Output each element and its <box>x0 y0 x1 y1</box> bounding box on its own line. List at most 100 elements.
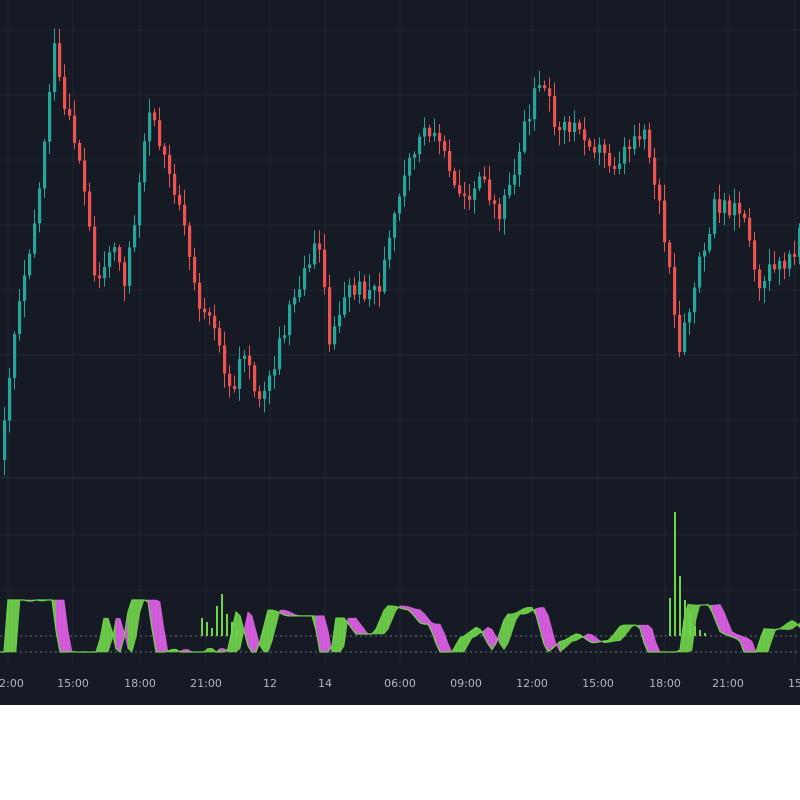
osc-ribbon-segment <box>11 599 17 653</box>
candle <box>503 189 507 235</box>
histogram-bar <box>221 594 223 636</box>
candle <box>168 145 172 188</box>
candle <box>648 122 652 164</box>
osc-ribbon-segment <box>359 622 365 635</box>
candle <box>283 325 287 344</box>
histogram-bar <box>231 622 233 636</box>
candle <box>243 350 247 373</box>
candle <box>683 313 687 356</box>
candle <box>213 304 217 341</box>
candle <box>638 123 642 147</box>
osc-ribbon-segment <box>423 612 429 625</box>
candle <box>788 250 792 277</box>
oscillator-pane <box>0 599 800 654</box>
candle <box>633 125 637 155</box>
candle <box>128 240 132 294</box>
candle <box>438 124 442 155</box>
osc-ribbon-segment <box>319 615 325 653</box>
candle <box>448 139 452 177</box>
osc-ribbon-segment <box>115 618 121 653</box>
osc-ribbon-segment <box>743 636 749 653</box>
osc-ribbon-segment <box>131 599 137 653</box>
osc-ribbon-segment <box>67 630 73 653</box>
x-tick-label: 06:00 <box>384 677 416 690</box>
candle <box>488 165 492 206</box>
osc-ribbon-segment <box>459 635 465 653</box>
histogram-bar <box>674 512 676 636</box>
candle <box>508 172 512 199</box>
candle <box>173 163 177 204</box>
candle <box>778 256 782 286</box>
osc-ribbon-segment <box>127 599 133 653</box>
chart-area[interactable]: 12:00 15:00 18:00 21:00 12 14 06:00 09:00 12:00 1… <box>0 0 800 705</box>
candle <box>98 262 102 289</box>
histogram-bar <box>679 576 681 636</box>
candle <box>178 185 182 211</box>
grid-lines <box>0 0 800 665</box>
candle <box>418 133 422 163</box>
osc-ribbon-segment <box>559 640 565 653</box>
osc-ribbon-segment <box>695 604 701 620</box>
candle <box>593 138 597 159</box>
candle <box>748 208 752 247</box>
candle <box>248 345 252 380</box>
candle <box>598 137 602 166</box>
candle <box>103 251 107 287</box>
candle <box>733 188 737 231</box>
osc-ribbon-segment <box>759 628 765 653</box>
candle <box>338 301 342 333</box>
candle <box>673 252 677 328</box>
candle <box>198 273 202 322</box>
osc-ribbon-segment <box>771 628 777 640</box>
price-candles <box>3 28 800 476</box>
candle <box>453 167 457 189</box>
candle <box>123 256 127 302</box>
candle <box>738 191 742 228</box>
osc-ribbon-segment <box>763 628 769 653</box>
osc-ribbon-segment <box>63 599 69 653</box>
candle <box>483 166 487 183</box>
candle <box>63 64 67 116</box>
candle <box>428 124 432 143</box>
blank-area <box>0 705 800 800</box>
candle <box>463 181 467 210</box>
osc-ribbon-segment <box>439 623 445 653</box>
x-tick-label: 15:00 <box>57 677 89 690</box>
osc-ribbon-segment <box>323 615 329 653</box>
candle <box>583 117 587 156</box>
osc-ribbon-segment <box>447 643 453 653</box>
candle <box>793 240 797 266</box>
osc-ribbon-segment <box>355 617 361 635</box>
candle <box>273 356 277 389</box>
candle <box>293 289 297 313</box>
osc-fast-line <box>0 599 800 654</box>
candle <box>728 195 732 219</box>
candle <box>398 193 402 221</box>
osc-ribbon-segment <box>623 624 629 638</box>
candle <box>148 98 152 156</box>
candle <box>608 144 612 173</box>
candle <box>783 252 787 280</box>
osc-ribbon-segment <box>527 607 533 614</box>
candle <box>383 246 387 295</box>
candle <box>113 242 117 262</box>
osc-ribbon-segment <box>627 624 633 633</box>
candle <box>663 184 667 252</box>
chart-canvas[interactable]: 12:00 15:00 18:00 21:00 12 14 06:00 09:00 12:00 1… <box>0 0 800 705</box>
candle <box>218 320 222 353</box>
candle <box>188 222 192 271</box>
osc-ribbon-segment <box>651 628 657 653</box>
candle <box>618 151 622 175</box>
time-axis[interactable]: 12:00 15:00 18:00 21:00 12 14 06:00 09:00 12:00 1… <box>0 677 800 690</box>
candle <box>353 277 357 301</box>
osc-ribbon-segment <box>159 601 165 653</box>
x-tick-label: 12:00 <box>516 677 548 690</box>
x-tick-label: 21:00 <box>712 677 744 690</box>
osc-ribbon-segment <box>727 621 733 638</box>
candle <box>308 254 312 273</box>
osc-ribbon-segment <box>163 628 169 653</box>
osc-ribbon-segment <box>103 618 109 653</box>
candle <box>518 142 522 187</box>
candle <box>668 239 672 275</box>
candle <box>93 216 97 282</box>
